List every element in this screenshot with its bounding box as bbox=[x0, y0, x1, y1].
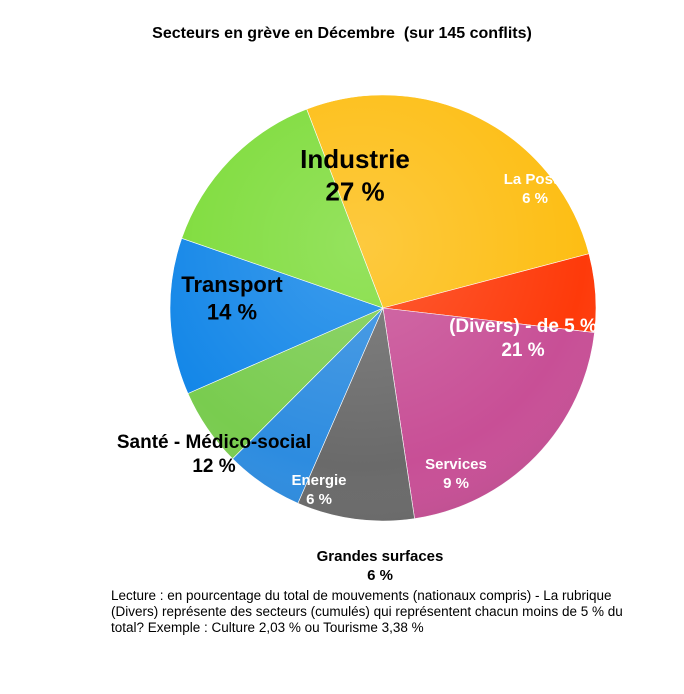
slice-value-services: 9 % bbox=[443, 475, 469, 492]
slice-value-energie: 6 % bbox=[306, 491, 332, 508]
slice-label-services: Services 9 % bbox=[425, 456, 487, 492]
slice-value-transport: 14 % bbox=[207, 300, 257, 325]
slice-value-la-poste: 6 % bbox=[522, 190, 548, 207]
chart-caption: Lecture : en pourcentage du total de mou… bbox=[111, 588, 623, 635]
slice-name-energie: Energie bbox=[291, 472, 346, 489]
slice-name-la-poste: La Poste bbox=[504, 171, 567, 188]
slice-value-sante-medico-social: 12 % bbox=[192, 456, 235, 477]
slice-value-divers: 21 % bbox=[501, 340, 544, 361]
slice-label-industrie: Industrie 27 % bbox=[300, 144, 410, 207]
slice-label-energie: Energie 6 % bbox=[291, 472, 346, 508]
slice-name-grandes-surfaces: Grandes surfaces bbox=[317, 548, 444, 565]
slice-name-divers: (Divers) - de 5 % bbox=[449, 316, 597, 337]
slice-value-grandes-surfaces: 6 % bbox=[367, 567, 393, 584]
slice-name-transport: Transport bbox=[181, 272, 283, 297]
slice-label-grandes-surfaces: Grandes surfaces 6 % bbox=[317, 548, 444, 584]
slice-label-transport: Transport 14 % bbox=[181, 272, 283, 325]
slice-label-divers: (Divers) - de 5 % 21 % bbox=[449, 316, 597, 361]
slice-value-industrie: 27 % bbox=[325, 177, 384, 207]
slice-name-sante-medico-social: Santé - Médico-social bbox=[117, 432, 311, 453]
slice-name-industrie: Industrie bbox=[300, 144, 410, 174]
slice-label-sante-medico-social: Santé - Médico-social 12 % bbox=[117, 432, 311, 477]
pie-slice-divers bbox=[382, 307, 595, 519]
chart-title: Secteurs en grève en Décembre (sur 145 c… bbox=[152, 25, 532, 42]
slice-name-services: Services bbox=[425, 456, 487, 473]
slice-label-la-poste: La Poste 6 % bbox=[504, 171, 567, 207]
